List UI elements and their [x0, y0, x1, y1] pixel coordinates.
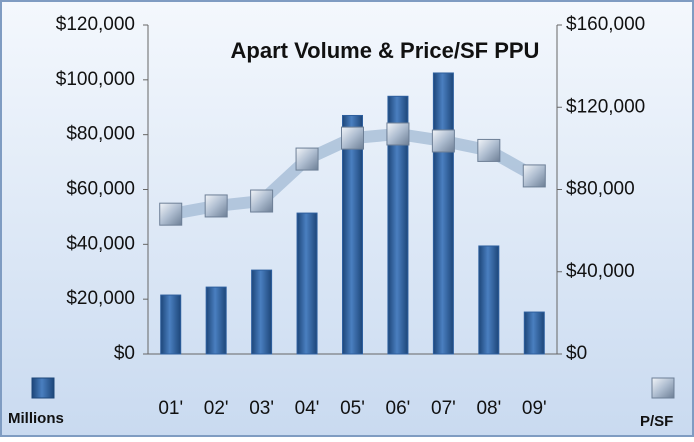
x-tick-label: 07' — [431, 398, 456, 419]
bar — [523, 311, 545, 355]
x-tick-label: 06' — [386, 398, 411, 419]
bar — [478, 245, 500, 355]
y-tick-label: $60,000 — [66, 179, 135, 200]
bar — [432, 72, 454, 355]
y-tick-label: $40,000 — [66, 233, 135, 254]
x-tick-label: 02' — [204, 398, 229, 419]
line-marker — [295, 147, 319, 171]
y-tick-label: $20,000 — [66, 288, 135, 309]
y-tick-label: $120,000 — [56, 14, 135, 35]
line-marker — [204, 194, 228, 218]
x-tick-label: 09' — [522, 398, 547, 419]
chart-title: Apart Volume & Price/SF PPU — [231, 38, 540, 63]
x-tick-label: 05' — [340, 398, 365, 419]
y2-tick-label: $120,000 — [566, 96, 645, 117]
y-tick-label: $0 — [114, 343, 135, 364]
line-marker — [341, 126, 364, 150]
legend-swatch — [651, 377, 675, 399]
legend-label: Millions — [8, 410, 64, 427]
line-marker — [477, 138, 501, 162]
line-marker — [250, 189, 274, 213]
line-marker — [522, 164, 546, 188]
x-tick-label: 01' — [158, 398, 183, 419]
y-tick-label: $80,000 — [66, 124, 135, 145]
legend-label: P/SF — [640, 413, 673, 430]
y2-tick-label: $80,000 — [566, 179, 635, 200]
bar — [296, 212, 318, 355]
bar — [251, 269, 273, 355]
y2-tick-label: $40,000 — [566, 261, 635, 282]
bar — [342, 114, 363, 355]
y2-tick-label: $0 — [566, 343, 587, 364]
legend-swatch — [31, 377, 55, 399]
y2-tick-label: $160,000 — [566, 14, 645, 35]
x-tick-label: 03' — [249, 398, 274, 419]
line-marker — [159, 202, 183, 226]
x-tick-label: 04' — [295, 398, 320, 419]
y-tick-label: $100,000 — [56, 69, 135, 90]
bar — [387, 95, 409, 355]
bar — [160, 294, 182, 355]
line-marker — [386, 122, 410, 146]
x-tick-label: 08' — [476, 398, 501, 419]
bar — [205, 286, 227, 355]
line-marker — [431, 129, 455, 153]
